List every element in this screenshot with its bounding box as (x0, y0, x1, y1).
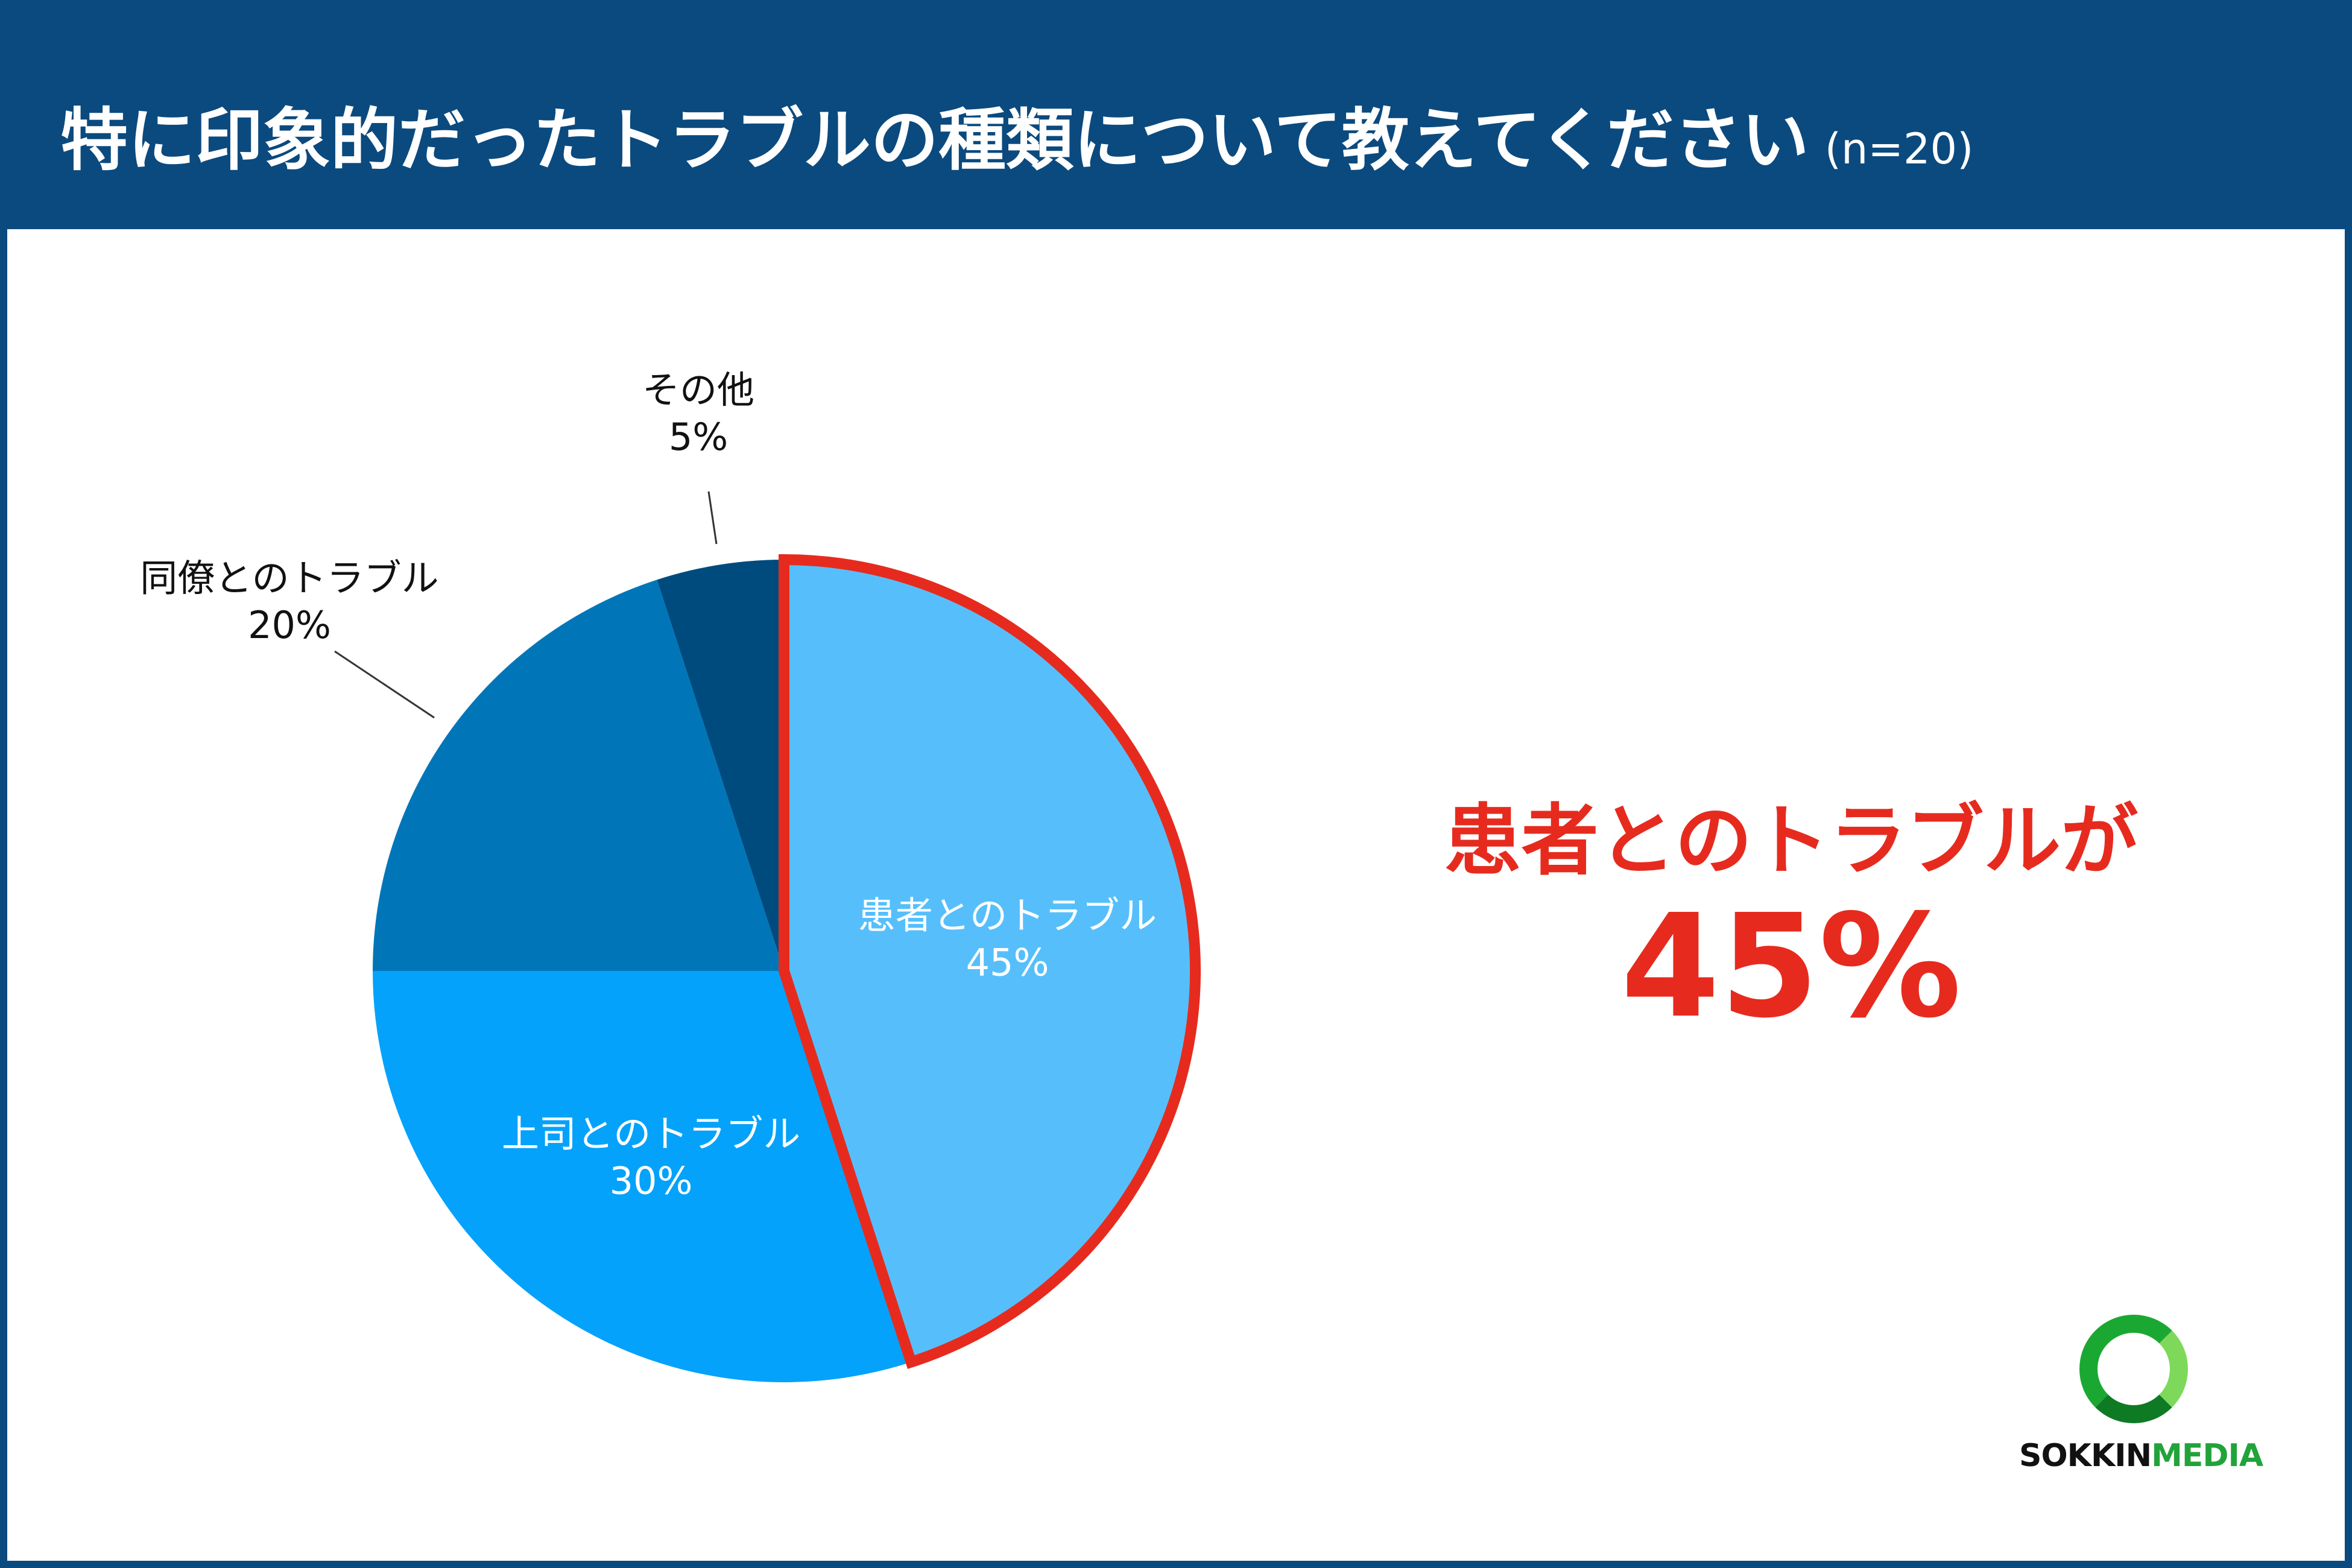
highlight-outline (779, 554, 1201, 1369)
logo-text-sokkin: SOKKIN (2019, 1438, 2152, 1474)
highlight-text: 患者とのトラブルが (1444, 796, 2139, 886)
sokkin-media-logo: SOKKINMEDIA (2019, 1315, 2263, 1490)
header-bar: 特に印象的だったトラブルの種類について教えてください (n=20) (0, 0, 2352, 229)
slice-1-label: 患者とのトラブル (858, 893, 1157, 937)
slice-3-leader-line (334, 650, 435, 719)
slice-3-value-label: 20% (248, 603, 331, 647)
page-title: 特に印象的だったトラブルの種類について教えてください (n=20) (60, 86, 1973, 183)
highlight-value: 45% (1620, 884, 1962, 1049)
slice-3 (373, 580, 784, 971)
sample-size: (n=20) (1824, 124, 1974, 174)
slice-3-label: 同僚とのトラブル (140, 556, 438, 600)
logo-text: SOKKINMEDIA (2019, 1438, 2263, 1474)
slice-2-label: 上司とのトラブル (502, 1111, 800, 1155)
logo-text-media: MEDIA (2151, 1438, 2263, 1474)
slice-4-label: その他 (642, 368, 754, 412)
logo-ring-icon (2079, 1315, 2188, 1423)
title-text: 特に印象的だったトラブルの種類について教えてください (60, 101, 1809, 180)
slice-4-leader-line (707, 491, 718, 545)
slice-4-value-label: 5% (669, 415, 728, 459)
slice-2 (372, 971, 911, 1383)
highlight-callout: 患者とのトラブルが 45% (1363, 778, 2219, 1038)
slice-2-value-label: 30% (610, 1159, 693, 1203)
slice-1-value-label: 45% (966, 940, 1049, 984)
slice-1 (784, 560, 1196, 1362)
slice-4 (657, 560, 784, 971)
